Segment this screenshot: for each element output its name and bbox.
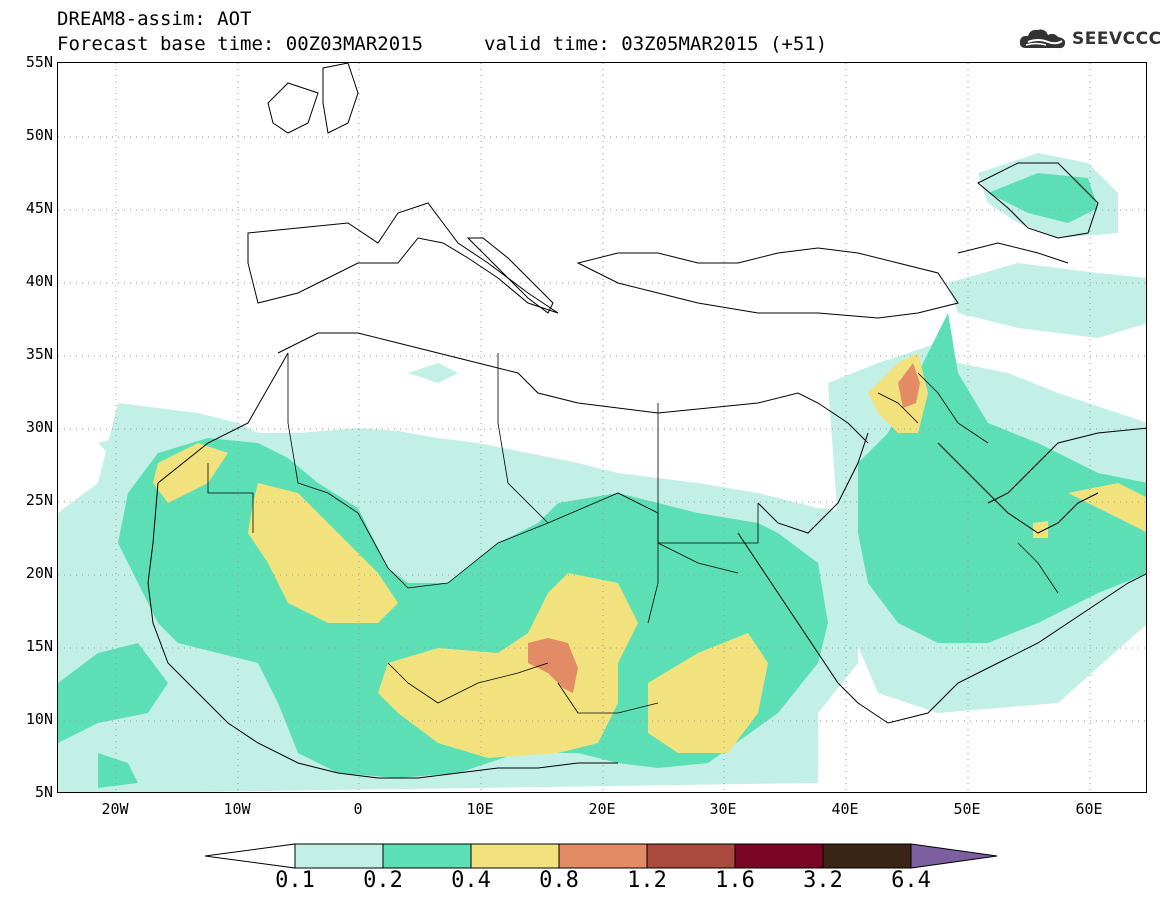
country-borders [207, 353, 1059, 714]
colorbar-label: 0.2 [363, 868, 403, 893]
colorbar-label: 0.4 [451, 868, 491, 893]
colorbar-swatch [382, 843, 472, 869]
seevccc-logo: SEEVCCC [1018, 26, 1162, 52]
lat-label: 5N [34, 783, 53, 801]
lon-label: 10W [223, 800, 251, 818]
lat-label: 15N [25, 637, 53, 655]
colorbar-over-arrow [910, 843, 998, 869]
aot-band-0.8 [528, 363, 920, 693]
lon-label: 60E [1075, 800, 1103, 818]
colorbar [205, 843, 998, 869]
lon-label: 10E [466, 800, 494, 818]
lon-label: 20E [588, 800, 616, 818]
lat-label: 55N [25, 53, 53, 71]
cloud-logo-icon [1019, 29, 1066, 49]
map-panel [57, 62, 1147, 793]
map-title: DREAM8-assim: AOT [57, 8, 252, 30]
colorbar-swatch [822, 843, 912, 869]
logo-text: SEEVCCC [1072, 29, 1162, 49]
colorbar-swatch [646, 843, 736, 869]
colorbar-swatch [558, 843, 648, 869]
colorbar-under-arrow [205, 843, 296, 869]
colorbar-label: 6.4 [891, 868, 931, 893]
lat-label: 30N [25, 418, 53, 436]
aot-map [58, 63, 1146, 792]
colorbar-swatch [294, 843, 384, 869]
colorbar-label: 3.2 [803, 868, 843, 893]
lon-label: 0 [353, 800, 363, 818]
lat-label: 50N [25, 126, 53, 144]
lat-label: 40N [25, 272, 53, 290]
colorbar-label: 1.2 [627, 868, 667, 893]
colorbar-label: 0.1 [275, 868, 315, 893]
aot-band-0.4 [153, 353, 1146, 758]
lat-label: 10N [25, 710, 53, 728]
colorbar-swatch [734, 843, 824, 869]
forecast-base-time: Forecast base time: 00Z03MAR2015 [57, 33, 424, 55]
coastlines [147, 63, 1146, 779]
lon-label: 40E [831, 800, 859, 818]
colorbar-label: 0.8 [539, 868, 579, 893]
valid-time: valid time: 03Z05MAR2015 (+51) [484, 33, 828, 55]
lat-label: 25N [25, 491, 53, 509]
colorbar-label: 1.6 [715, 868, 755, 893]
lat-label: 35N [25, 345, 53, 363]
lon-label: 30E [709, 800, 737, 818]
lon-label: 20W [101, 800, 129, 818]
lat-label: 45N [25, 199, 53, 217]
lon-label: 50E [953, 800, 981, 818]
colorbar-swatch [470, 843, 560, 869]
lat-label: 20N [25, 564, 53, 582]
